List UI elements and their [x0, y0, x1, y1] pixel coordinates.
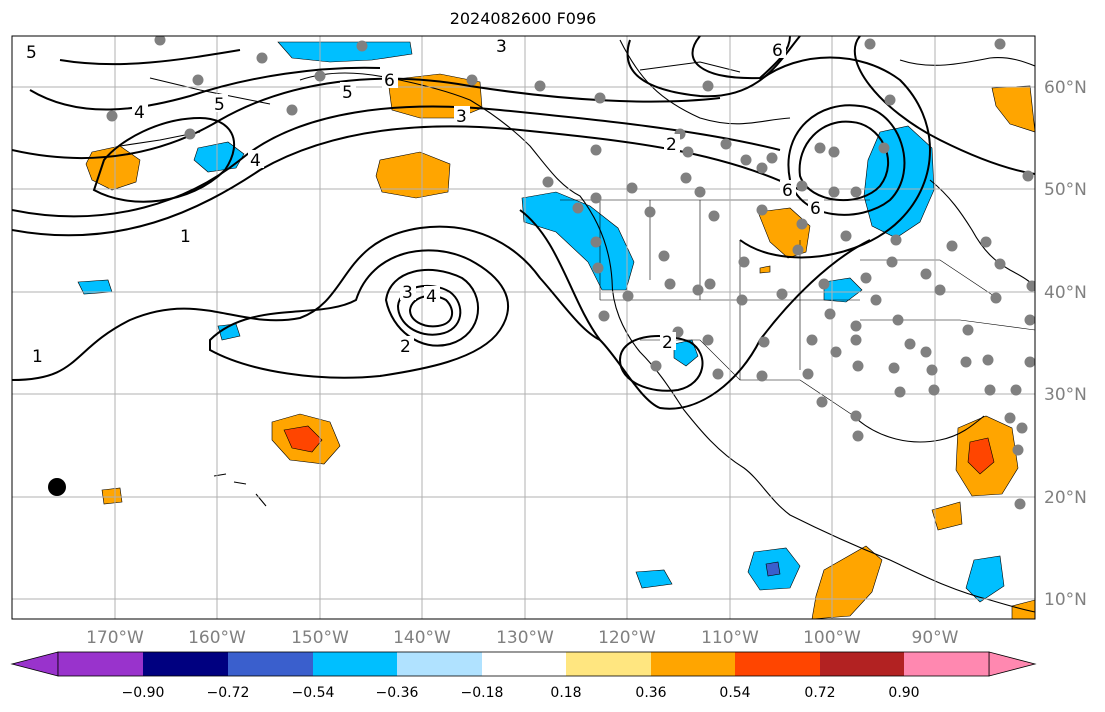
contour-label: 1	[32, 347, 43, 367]
colorbar-tick: −0.90	[122, 685, 165, 701]
contours	[12, 36, 1035, 410]
colorbar-segment	[482, 652, 566, 676]
lat-tick: 30°N	[1044, 385, 1087, 405]
coastlines	[119, 39, 1035, 613]
colorbar-segment	[143, 652, 228, 676]
contour-label: 3	[456, 107, 467, 127]
contour-label: 3	[402, 283, 413, 303]
colorbar-tick: −0.54	[292, 685, 335, 701]
colorbar-segment	[820, 652, 904, 676]
contour-label: 2	[666, 135, 677, 155]
contour-label: 4	[134, 103, 145, 123]
contour-label: 6	[782, 181, 793, 201]
lon-tick: 120°W	[598, 628, 656, 648]
colorbar-frame	[57, 651, 990, 677]
colorbar-tick: 0.18	[550, 685, 581, 701]
contour-label: 6	[772, 41, 783, 61]
colorbar-extend-max	[988, 651, 1037, 677]
colorbar-segment	[566, 652, 651, 676]
colorbar-segment	[651, 652, 735, 676]
contour-label: 2	[400, 337, 411, 357]
contour-label: 4	[426, 287, 437, 307]
lon-tick: 140°W	[393, 628, 451, 648]
colorbar-segment	[397, 652, 482, 676]
colorbar-segment	[58, 652, 143, 676]
colorbar-tick: 0.54	[719, 685, 750, 701]
contour-label: 6	[384, 71, 395, 91]
colorbar-tick: −0.36	[376, 685, 419, 701]
station-dots	[106, 36, 1035, 510]
contour-label: 3	[496, 37, 507, 57]
colorbar: −0.90 −0.72 −0.54 −0.36 −0.18 0.18 0.36 …	[10, 651, 1037, 701]
map-title: 2024082600 F096	[449, 9, 597, 28]
marker-dot	[48, 478, 66, 496]
lon-tick: 130°W	[496, 628, 554, 648]
colorbar-segment	[313, 652, 397, 676]
colorbar-tick: −0.72	[207, 685, 250, 701]
longitude-labels: 170°W 160°W 150°W 140°W 130°W 120°W 110°…	[86, 628, 959, 648]
lon-tick: 110°W	[701, 628, 759, 648]
lon-tick: 160°W	[188, 628, 246, 648]
contour-label: 5	[214, 95, 225, 115]
lon-tick: 150°W	[291, 628, 349, 648]
lon-tick: 90°W	[912, 628, 959, 648]
colorbar-tick: 0.72	[804, 685, 835, 701]
colorbar-tick: −0.18	[461, 685, 504, 701]
lon-tick: 170°W	[86, 628, 144, 648]
contour-label: 1	[180, 227, 191, 247]
colorbar-tick: 0.90	[888, 685, 919, 701]
graticule	[12, 36, 1035, 619]
contour-labels: 1 1 2 2 2 3 3 3 4 4 4 5 5 5	[24, 36, 824, 367]
colorbar-segment	[228, 652, 313, 676]
lat-tick: 60°N	[1044, 78, 1087, 98]
contour-label: 2	[662, 333, 673, 353]
latitude-labels: 60°N 50°N 40°N 30°N 20°N 10°N	[1044, 78, 1087, 610]
colorbar-extend-min	[10, 651, 59, 677]
contour-label: 6	[810, 199, 821, 219]
lon-tick: 100°W	[803, 628, 861, 648]
colorbar-tick: 0.36	[635, 685, 666, 701]
lat-tick: 20°N	[1044, 488, 1087, 508]
map-area	[12, 36, 1035, 619]
lat-tick: 50°N	[1044, 180, 1087, 200]
lat-tick: 10°N	[1044, 590, 1087, 610]
colorbar-segment	[735, 652, 820, 676]
colorbar-segment	[904, 652, 989, 676]
contour-label: 5	[342, 83, 353, 103]
map-border	[11, 35, 1036, 620]
contour-label: 5	[26, 43, 37, 63]
contour-label: 4	[250, 151, 261, 171]
lat-tick: 40°N	[1044, 283, 1087, 303]
